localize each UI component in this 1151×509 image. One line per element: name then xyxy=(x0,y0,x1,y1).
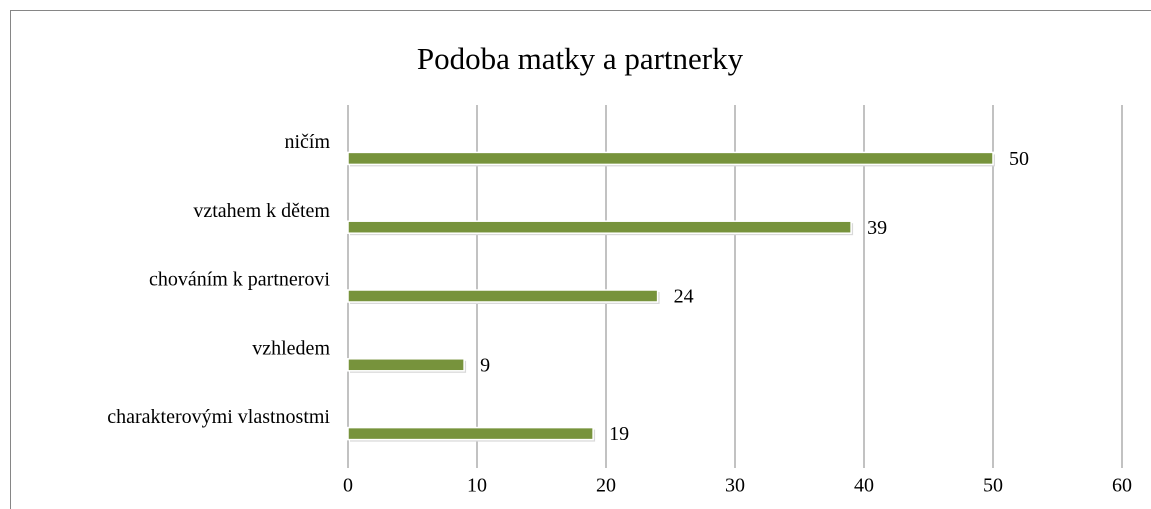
x-tick-label: 20 xyxy=(596,475,616,497)
x-tick-label: 40 xyxy=(854,475,874,497)
y-tick-label: chováním k partnerovi xyxy=(149,269,330,291)
y-tick-label: ničím xyxy=(284,131,330,153)
x-tick-label: 60 xyxy=(1112,475,1132,497)
x-tick-label: 30 xyxy=(725,475,745,497)
bar xyxy=(347,289,659,303)
x-tick-label: 10 xyxy=(467,475,487,497)
bar xyxy=(347,151,994,166)
y-tick-label: charakterovými vlastnostmi xyxy=(107,406,330,428)
y-tick-label: vztahem k dětem xyxy=(193,200,330,222)
bar xyxy=(347,426,594,441)
data-label: 39 xyxy=(867,217,887,239)
data-label: 9 xyxy=(480,354,490,376)
bar xyxy=(347,358,465,372)
data-label: 24 xyxy=(674,286,694,308)
x-tick-label: 50 xyxy=(983,475,1003,497)
chart-frame xyxy=(10,10,1151,509)
chart-title: Podoba matky a partnerky xyxy=(417,41,744,76)
y-tick-label: vzhledem xyxy=(252,337,330,359)
x-tick-label: 0 xyxy=(343,475,353,497)
data-label: 19 xyxy=(609,423,629,445)
bar xyxy=(347,220,852,234)
data-label: 50 xyxy=(1009,148,1029,170)
